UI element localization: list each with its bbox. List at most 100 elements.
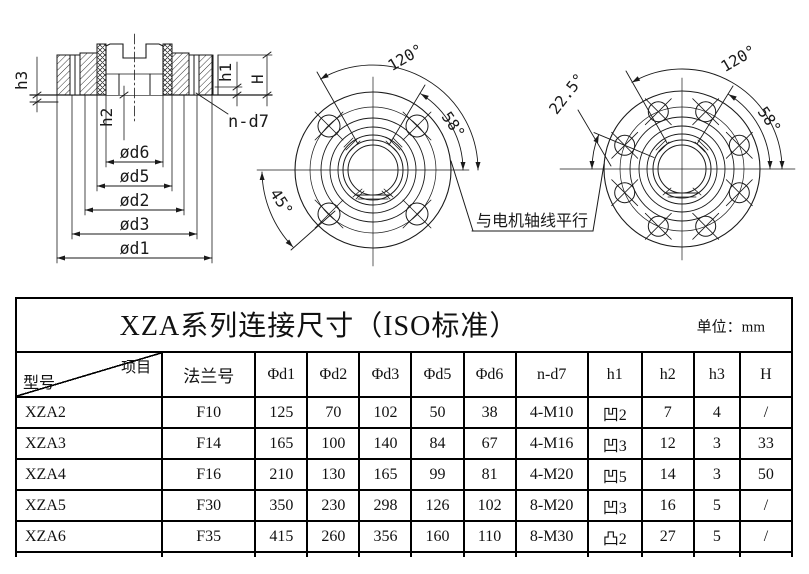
column-header: Φd6 [462,353,517,398]
column-header: h1 [586,353,643,398]
value-cell: / [738,520,791,553]
stub-cell [640,551,695,557]
value-cell: 14 [640,458,695,491]
stub-cell [586,551,643,557]
dim-label-d2: ød2 [120,191,150,210]
value-cell: 38 [462,396,517,429]
corner-cell: 项目 型号 [17,353,164,398]
column-header: h2 [640,353,695,398]
value-cell: 298 [358,489,413,522]
angle-label-58: 58° [438,109,469,142]
value-cell: 8-M20 [514,489,589,522]
angle-label-120: 120° [718,42,759,76]
value-cell: F16 [161,458,257,491]
value-cell: 160 [410,520,465,553]
value-cell: 凸2 [586,520,643,553]
column-header: Φd1 [254,353,309,398]
value-cell: 5 [692,489,741,522]
front-view-4bolt: 120° 58° 45° [256,41,481,267]
column-header: Φd2 [306,353,361,398]
value-cell: F10 [161,396,257,429]
value-cell: 16 [640,489,695,522]
dim-label-h1: h1 [216,63,235,82]
table-row: XZA5 F30 350 230 298 126 102 8-M20 凹3 16 5/ [17,489,791,522]
value-cell: 102 [358,396,413,429]
stub-cell [738,551,791,557]
value-cell: 4-M20 [514,458,589,491]
column-header: Φd3 [358,353,413,398]
value-cell: 165 [358,458,413,491]
value-cell: 415 [254,520,309,553]
value-cell: 100 [306,427,361,460]
stub-cell [514,551,589,557]
value-cell: 凹5 [586,458,643,491]
value-cell: 125 [254,396,309,429]
value-cell: 4-M16 [514,427,589,460]
value-cell: 230 [306,489,361,522]
value-cell: 67 [462,427,517,460]
unit-label: 单位：mm [696,319,765,336]
table-row: XZA3 F14 165 100 140 84 67 4-M16 凹3 12 3 33 [17,427,791,460]
section-view: h3 h2 h1 H n-d7 ød6 ød5 ød2 ød3 ød1 [12,33,273,264]
model-cell: XZA4 [17,458,164,491]
value-cell: 70 [306,396,361,429]
value-cell: 102 [462,489,517,522]
value-cell: 5 [692,520,741,553]
corner-label-item: 项目 [121,360,152,376]
column-header: 法兰号 [161,353,257,398]
stub-cell [462,551,517,557]
dim-label-h2: h2 [97,108,116,127]
note-parallel-to-motor-axis: 与电机轴线平行 [450,160,605,232]
angle-label-22-5: 22.5° [546,70,589,118]
stub-cell [358,551,413,557]
value-cell: 210 [254,458,309,491]
value-cell: F14 [161,427,257,460]
dim-label-d5: ød5 [120,167,150,186]
value-cell: 350 [254,489,309,522]
cropped-row-stub [17,551,791,557]
stub-cell [17,551,164,557]
value-cell: 凹3 [586,489,643,522]
column-header: H [738,353,791,398]
dim-label-d3: ød3 [120,215,150,234]
value-cell: 3 [692,458,741,491]
value-cell: 凹3 [586,427,643,460]
value-cell: 4-M10 [514,396,589,429]
technical-drawings: h3 h2 h1 H n-d7 ød6 ød5 ød2 ød3 ød1 [12,33,796,267]
value-cell: 110 [462,520,517,553]
table-title-bar: XZA系列连接尺寸（ISO标准） 单位：mm [17,299,791,353]
dim-label-H: H [248,74,267,84]
value-cell: 12 [640,427,695,460]
model-cell: XZA3 [17,427,164,460]
column-header: h3 [692,353,741,398]
angle-label-58: 58° [754,104,785,137]
header-row: 项目 型号 法兰号 Φd1 Φd2 Φd3 Φd5 Φd6 n-d7 h1 h2 h3 H [17,353,791,398]
value-cell: 7 [640,396,695,429]
dim-label-d1: ød1 [120,239,150,258]
value-cell: 356 [358,520,413,553]
model-cell: XZA6 [17,520,164,553]
note-text: 与电机轴线平行 [476,212,588,230]
value-cell: 126 [410,489,465,522]
dim-label-d6: ød6 [120,143,150,162]
dim-label-h3: h3 [12,71,31,90]
value-cell: 260 [306,520,361,553]
column-header: Φd5 [410,353,465,398]
value-cell: F35 [161,520,257,553]
column-header: n-d7 [514,353,589,398]
stub-cell [410,551,465,557]
dim-label-nd7: n-d7 [228,112,269,132]
model-cell: XZA5 [17,489,164,522]
value-cell: 81 [462,458,517,491]
value-cell: / [738,396,791,429]
table-title: XZA系列连接尺寸（ISO标准） [119,311,519,343]
model-cell: XZA2 [17,396,164,429]
value-cell: / [738,489,791,522]
value-cell: 99 [410,458,465,491]
value-cell: 50 [738,458,791,491]
stub-cell [692,551,741,557]
corner-label-model: 型号 [23,375,56,392]
stub-cell [306,551,361,557]
value-cell: 140 [358,427,413,460]
